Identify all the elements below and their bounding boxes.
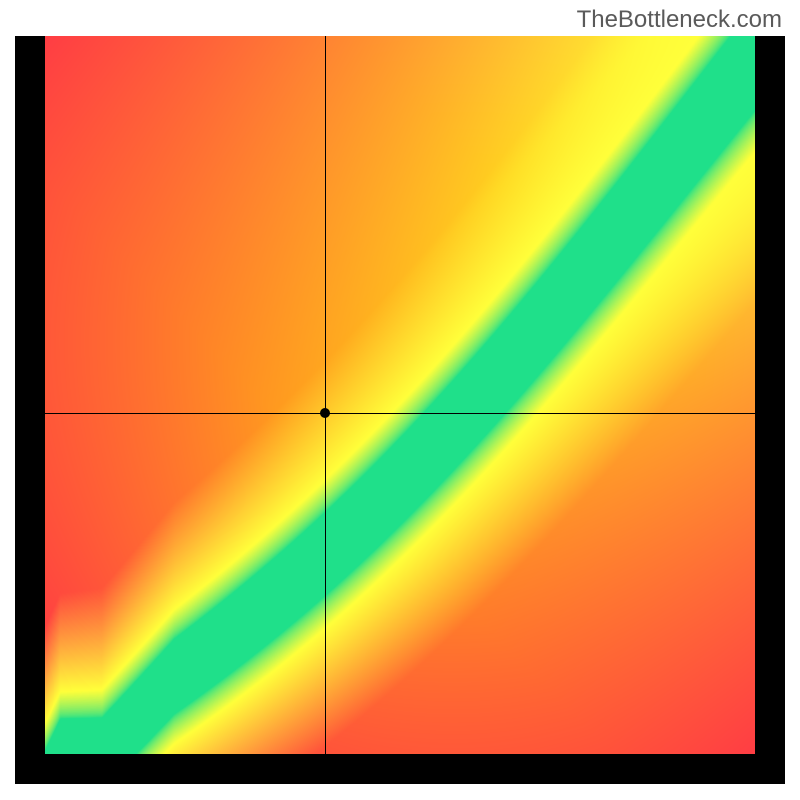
data-point-marker <box>320 408 330 418</box>
watermark-text: TheBottleneck.com <box>577 6 782 34</box>
crosshair-horizontal <box>45 413 755 414</box>
plot-frame <box>15 36 785 784</box>
heatmap-canvas <box>45 36 755 754</box>
root-container: TheBottleneck.com <box>0 0 800 800</box>
crosshair-vertical <box>325 36 326 754</box>
plot-area <box>45 36 755 754</box>
